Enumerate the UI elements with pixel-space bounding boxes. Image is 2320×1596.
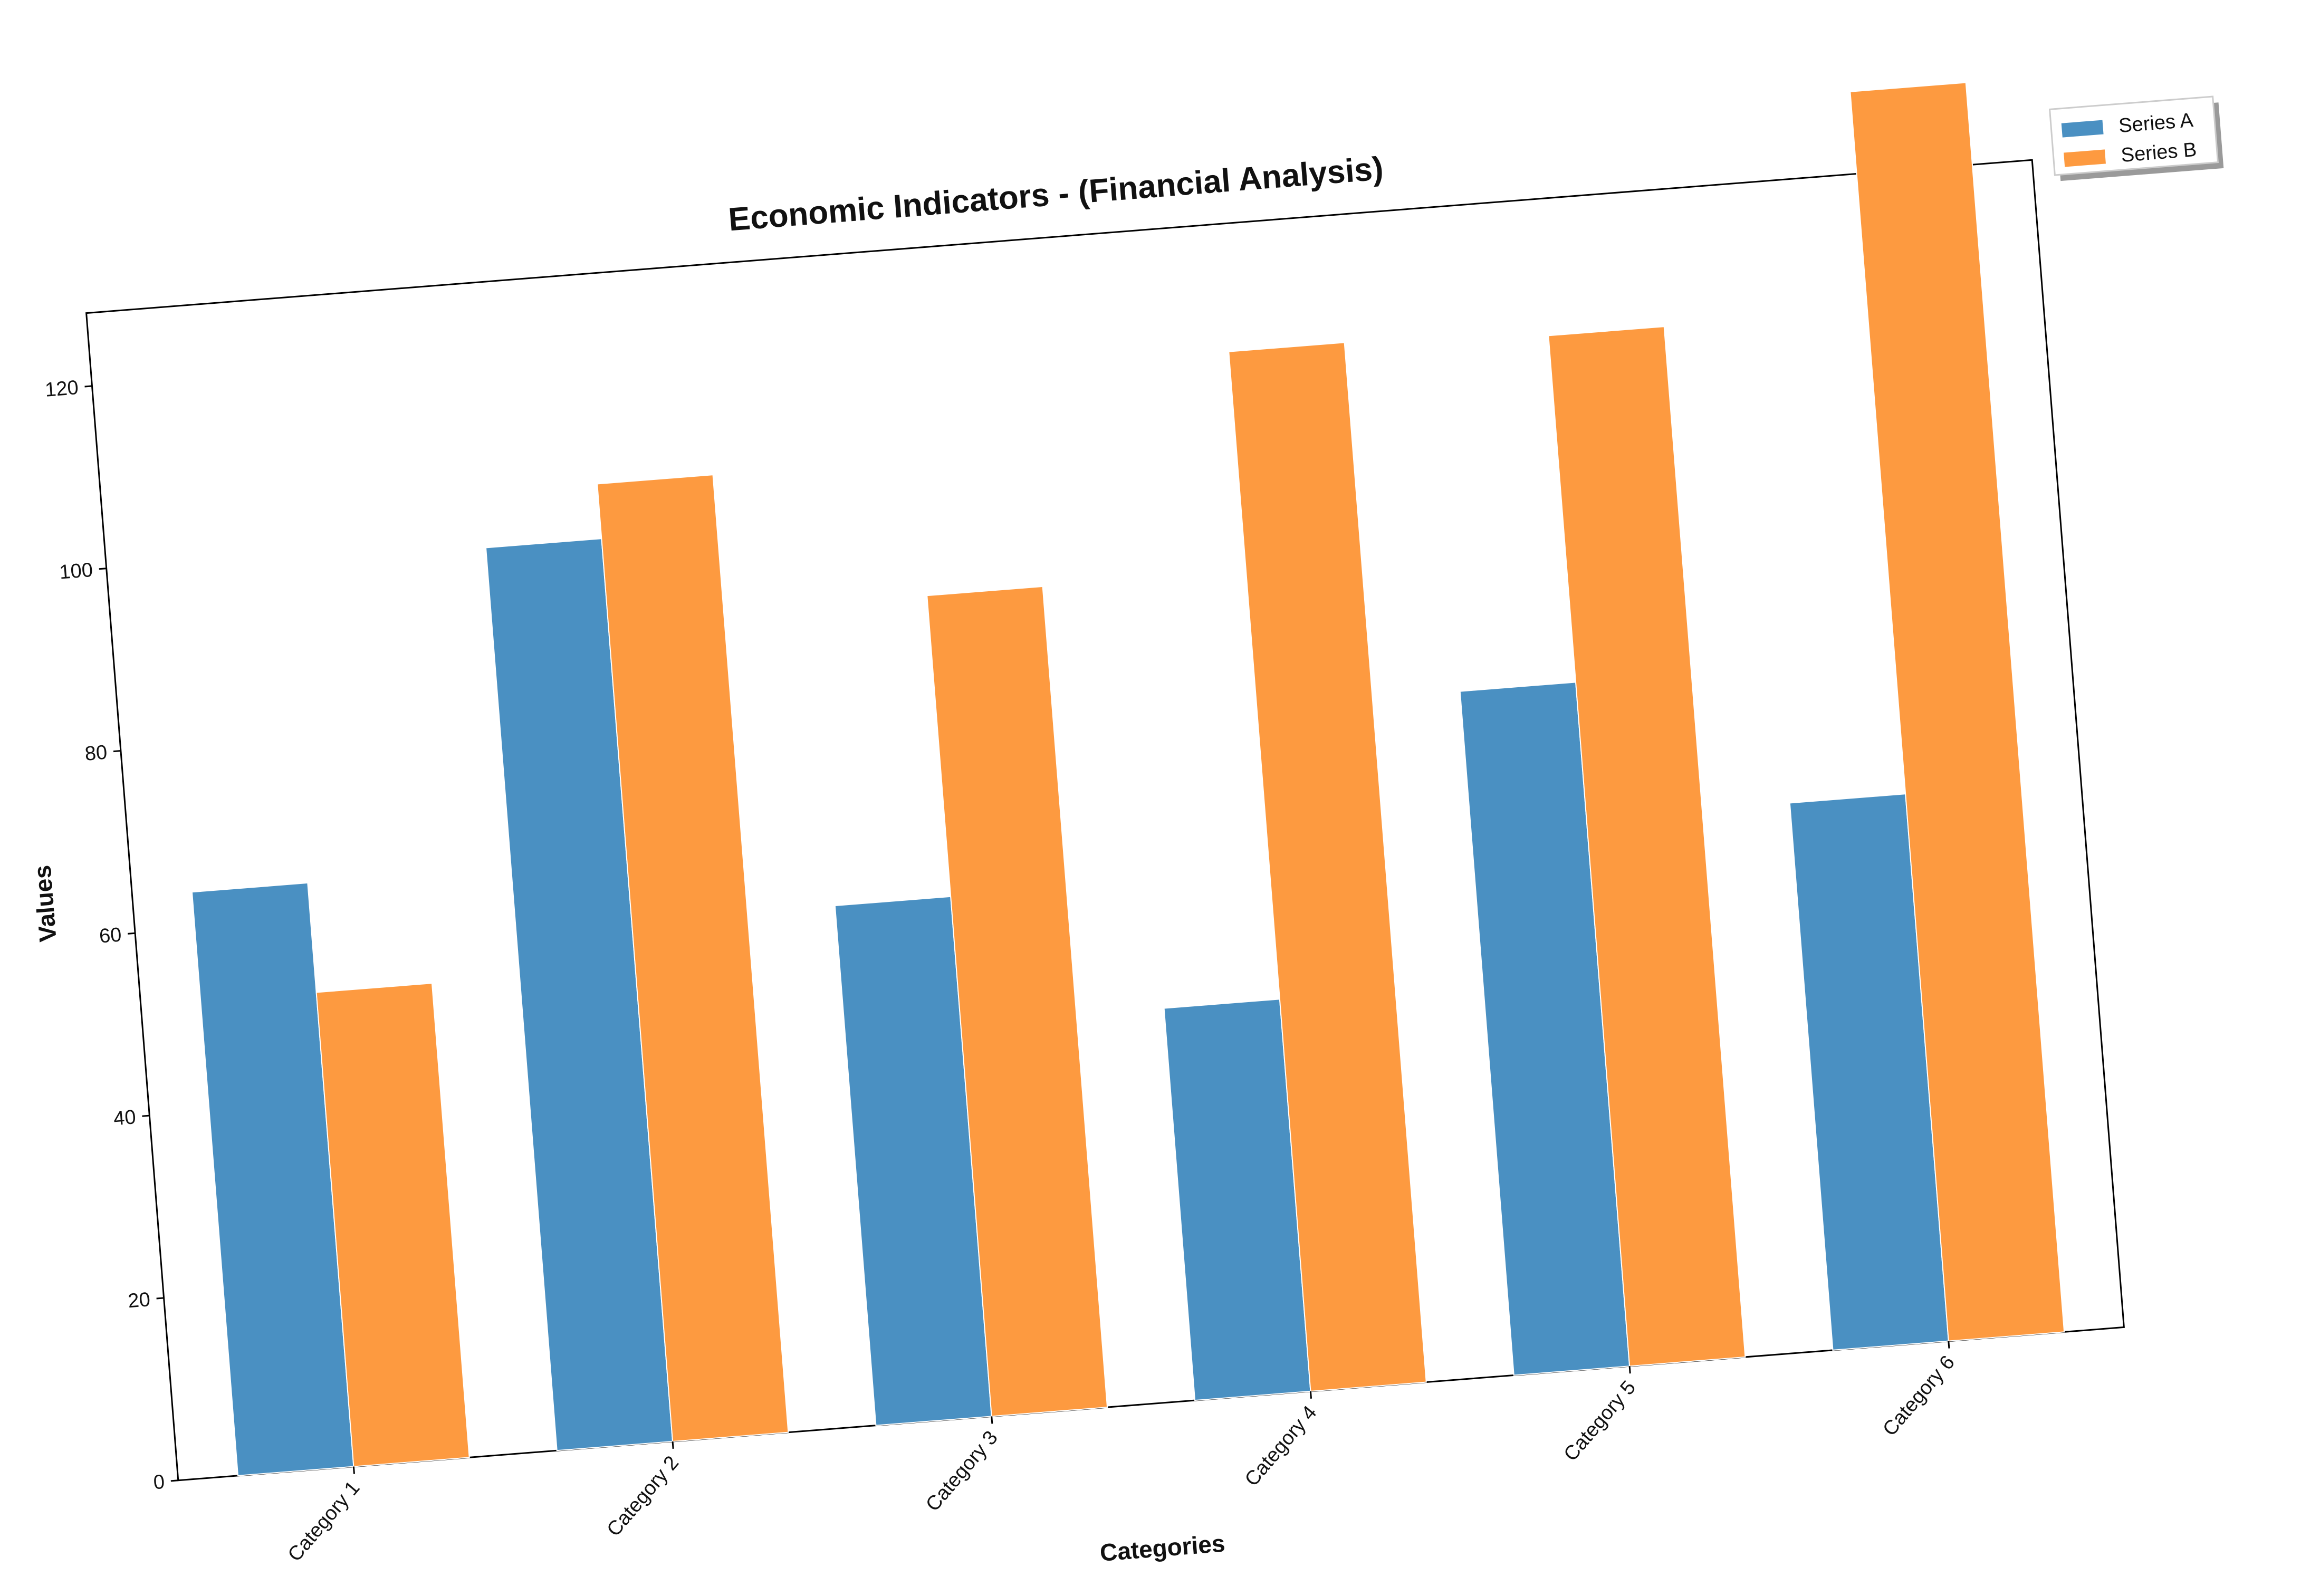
bar-b-2 (597, 474, 789, 1443)
y-tick-mark (113, 750, 121, 753)
y-tick-mark (156, 1297, 164, 1300)
bar-b-5 (1548, 326, 1746, 1367)
y-tick-mark (170, 1479, 178, 1482)
y-tick-label: 100 (59, 559, 94, 584)
y-tick-label: 40 (113, 1106, 137, 1130)
y-axis-title: Values (28, 864, 62, 943)
bar-b-1 (315, 983, 470, 1467)
y-tick-label: 20 (127, 1289, 151, 1312)
y-tick-mark (128, 932, 136, 935)
x-tick-mark (352, 1466, 355, 1474)
x-tick-mark (1628, 1366, 1631, 1374)
y-tick-label: 60 (99, 924, 122, 947)
x-axis-title: Categories (1099, 1529, 1226, 1566)
bar-b-3 (926, 585, 1108, 1417)
y-tick-label: 0 (152, 1471, 165, 1494)
bar-b-6 (1849, 82, 2065, 1342)
bars-group (191, 82, 2065, 1476)
y-tick-label: 120 (44, 377, 80, 401)
y-axis-ticks: 0 20 40 60 80 100 120 (44, 377, 178, 1494)
x-tick-label: Category 6 (1878, 1351, 1959, 1440)
x-tick-label: Category 2 (603, 1452, 684, 1541)
x-tick-label: Category 4 (1241, 1401, 1321, 1491)
x-tick-mark (1309, 1391, 1312, 1399)
rotated-chart-group: 0 20 40 60 80 100 120 Category 1 Category 2 Cate… (28, 82, 2125, 1566)
y-tick-mark (84, 385, 92, 388)
x-tick-label: Category 1 (284, 1477, 365, 1566)
x-tick-label: Category 3 (922, 1427, 1002, 1516)
x-tick-label: Category 5 (1560, 1377, 1641, 1466)
y-tick-label: 80 (84, 742, 108, 765)
legend-swatch-a (2061, 120, 2104, 138)
legend-swatch-b (2064, 149, 2106, 167)
bar-b-4 (1228, 342, 1427, 1392)
